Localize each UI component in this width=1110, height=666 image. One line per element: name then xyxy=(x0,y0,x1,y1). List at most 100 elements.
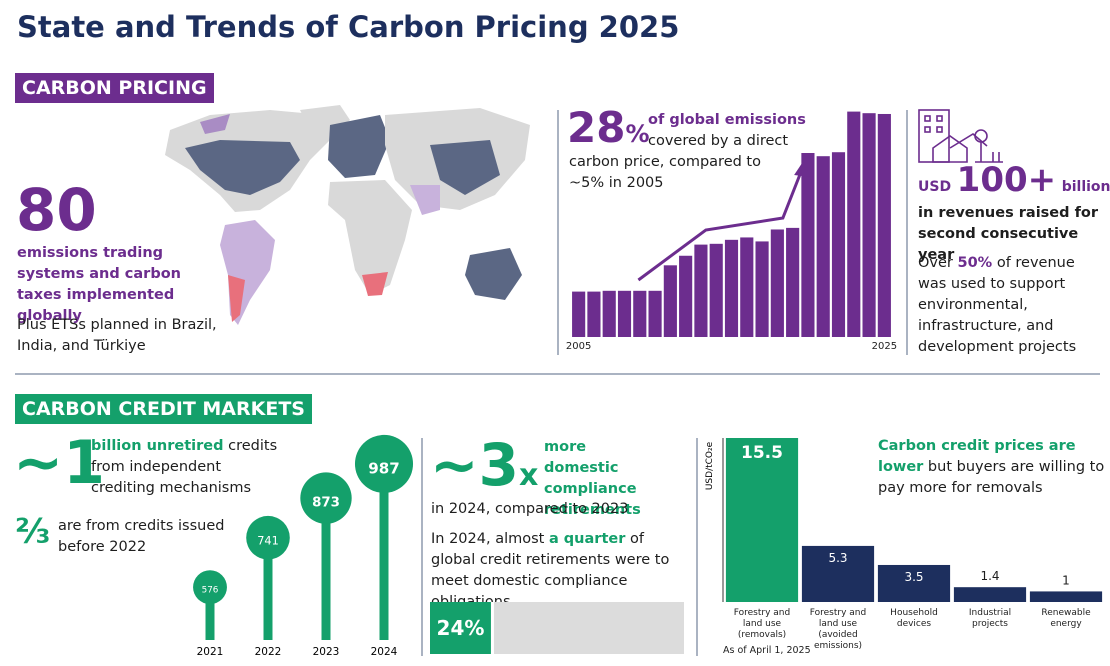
stat-text: of global emissions xyxy=(648,112,806,128)
data-label: 741 xyxy=(257,533,279,547)
region xyxy=(328,115,390,178)
stem xyxy=(379,463,389,640)
bar xyxy=(572,291,586,337)
stat-value: 100+ xyxy=(956,160,1057,200)
page-title: State and Trends of Carbon Pricing 2025 xyxy=(17,10,680,44)
region xyxy=(185,140,300,195)
section-heading: CARBON PRICING xyxy=(15,73,214,103)
bar xyxy=(801,153,815,337)
stat-text: covered by a direct xyxy=(648,133,789,149)
x-tick-label: 2025 xyxy=(871,341,898,352)
bar xyxy=(587,291,601,337)
continent xyxy=(465,248,522,300)
bar xyxy=(877,113,891,337)
data-label: 24% xyxy=(437,616,485,640)
x-tick-label: Forestry and land use (removals) xyxy=(733,608,791,640)
icon xyxy=(918,109,1003,163)
highlight: 50% xyxy=(957,255,993,271)
bar xyxy=(648,290,662,337)
text: Over xyxy=(918,255,953,271)
plot: 24% xyxy=(430,602,684,654)
stat-prefix: USD xyxy=(918,179,952,195)
data-label: 873 xyxy=(312,495,340,510)
data-label: 3.5 xyxy=(904,570,923,584)
region xyxy=(430,140,500,195)
stat-text: in revenues raised for second consecutiv… xyxy=(918,205,1098,263)
stat-text: In 2024, almost a quarter of global cred… xyxy=(431,529,686,613)
stat-text: in 2024, compared to 2023 xyxy=(431,501,629,517)
bar xyxy=(724,239,739,337)
data-label: 987 xyxy=(368,459,399,477)
bar xyxy=(953,587,1027,602)
bar xyxy=(862,113,876,337)
x-tick-label: 2021 xyxy=(197,646,224,658)
y-axis-label: USD/tCO₂e xyxy=(705,441,715,490)
stat-text: more domestic compliance retirements xyxy=(544,439,641,518)
divider xyxy=(15,373,1100,375)
x-tick-label: 2023 xyxy=(313,646,340,658)
bar xyxy=(1029,591,1103,602)
highlight: a quarter xyxy=(548,531,626,547)
stat: 28% xyxy=(567,103,650,152)
x-tick-label: Industrial projects xyxy=(968,608,1012,629)
bar xyxy=(877,564,951,602)
note: As of April 1, 2025 xyxy=(723,645,811,656)
chart: 576 2021 741 2022 873 2023 987 2024 xyxy=(180,430,420,666)
stat: ~3x xyxy=(430,430,538,500)
highlight: Carbon credit prices are lower xyxy=(878,438,1076,475)
x-tick-label: Renewable energy xyxy=(1041,608,1091,629)
gap xyxy=(490,602,494,654)
text: of revenue was used to support environme… xyxy=(918,255,1077,355)
bar xyxy=(847,111,861,337)
chart: 2005 2025 xyxy=(560,105,900,360)
bar xyxy=(831,152,846,337)
text: In 2024, almost xyxy=(431,531,545,547)
divider xyxy=(696,438,698,656)
chart: 24% xyxy=(430,602,684,654)
divider xyxy=(906,110,908,355)
stat-text: are from credits issued before 2022 xyxy=(58,518,225,555)
bar xyxy=(709,243,723,337)
bar xyxy=(602,290,616,337)
world-map xyxy=(165,105,530,325)
dot xyxy=(354,434,414,493)
data-label: 576 xyxy=(202,586,219,596)
dot xyxy=(300,472,352,524)
stat-text: billion unretired credits from independe… xyxy=(91,436,281,499)
stat-unit: billion xyxy=(1061,179,1110,195)
x-tick-label: 2024 xyxy=(371,646,398,658)
divider xyxy=(557,110,559,355)
trend-arrow xyxy=(637,168,804,282)
x-tick-label: 2005 xyxy=(565,341,592,352)
plot xyxy=(572,111,891,337)
bar xyxy=(740,237,754,337)
stat-value: ~1 xyxy=(13,428,106,498)
region xyxy=(228,275,245,322)
note: Plus ETSs planned in Brazil, India, and … xyxy=(17,317,217,354)
bar xyxy=(816,156,830,337)
bar xyxy=(725,438,799,602)
bar xyxy=(430,602,491,654)
x-tick-label: Forestry and land use (avoided emissions… xyxy=(809,608,867,651)
divider xyxy=(421,438,423,656)
data-label: 1.4 xyxy=(980,569,999,583)
text: but buyers are willing to pay more for r… xyxy=(878,459,1105,496)
data-label: 15.5 xyxy=(741,443,783,463)
bar xyxy=(786,227,800,337)
continent xyxy=(220,220,275,325)
arrow-head xyxy=(794,160,811,177)
bar xyxy=(617,290,632,337)
plot: USD/tCO₂e 15.5 5.3 3.5 1.4 1 xyxy=(705,438,1103,602)
stat-text: Carbon credit prices are lower but buyer… xyxy=(878,436,1106,499)
stat-unit: x xyxy=(518,458,539,493)
stem xyxy=(205,587,215,640)
stat-value: 28 xyxy=(567,103,626,152)
continent xyxy=(328,180,412,295)
bar xyxy=(770,229,784,337)
bar xyxy=(679,255,693,337)
plot: 576 2021 741 2022 873 2023 987 2024 xyxy=(193,434,414,658)
text: credits from independent crediting mecha… xyxy=(91,438,278,496)
section-heading: CARBON CREDIT MARKETS xyxy=(15,394,312,424)
x-tick-label: Household devices xyxy=(890,608,938,629)
